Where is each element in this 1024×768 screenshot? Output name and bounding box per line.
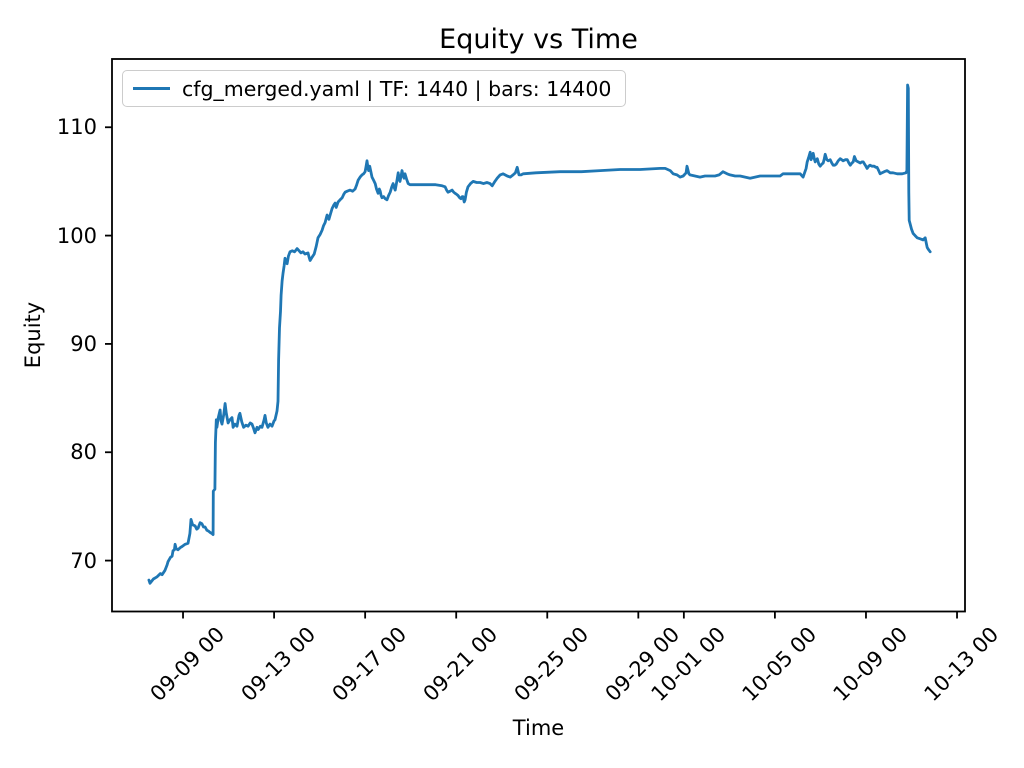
y-tick-label: 80	[70, 440, 97, 465]
equity-line	[147, 83, 932, 585]
legend-entry-label: cfg_merged.yaml | TF: 1440 | bars: 14400	[182, 76, 612, 101]
chart-title-wrap: Equity vs Time	[112, 24, 965, 55]
y-tick-label: 110	[56, 115, 97, 140]
y-tick-label: 70	[70, 548, 97, 573]
axes-frame	[111, 58, 966, 613]
legend-box: cfg_merged.yaml | TF: 1440 | bars: 14400	[122, 70, 627, 107]
legend-line-sample	[133, 87, 170, 90]
x-axis-label: Time	[512, 716, 565, 740]
y-tick-label: 90	[70, 331, 97, 356]
y-tick-label: 100	[56, 223, 97, 248]
chart-title: Equity vs Time	[439, 24, 638, 55]
